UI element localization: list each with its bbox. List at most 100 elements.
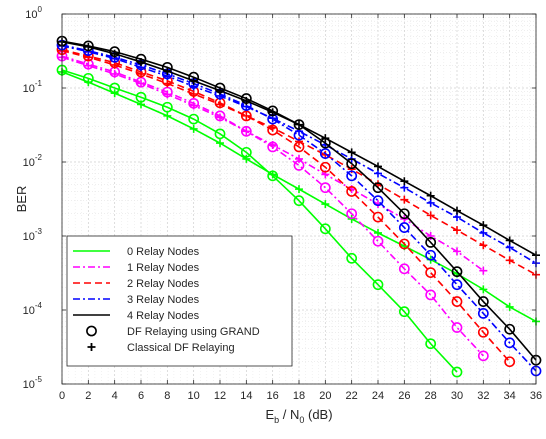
- classical-point: [505, 302, 514, 311]
- classical-point: [400, 177, 409, 186]
- classical-point: [505, 236, 514, 245]
- legend-label: 1 Relay Nodes: [127, 262, 200, 274]
- grand-point: [477, 350, 489, 362]
- grand-point: [293, 195, 305, 207]
- classical-point: [479, 266, 488, 275]
- grand-point: [451, 366, 463, 378]
- classical-point: [479, 285, 488, 294]
- grand-point: [346, 170, 358, 182]
- x-tick-label: 12: [214, 390, 226, 402]
- x-tick-label: 34: [504, 390, 516, 402]
- grand-point: [425, 249, 437, 261]
- grand-point: [240, 110, 252, 122]
- legend-label: 2 Relay Nodes: [127, 278, 200, 290]
- classical-point: [479, 221, 488, 230]
- x-tick-labels: 0 2 4 6 8 10 12 14 16 18 20 22 24 26 28 30 32 34 36: [59, 14, 542, 402]
- x-tick-label: 20: [319, 390, 331, 402]
- grand-point: [319, 148, 331, 159]
- y-tick-label: 10-1: [23, 79, 43, 95]
- grand-point: [82, 72, 94, 84]
- classical-point: [189, 124, 198, 133]
- grand-point: [398, 306, 410, 318]
- x-tick-label: 28: [425, 390, 437, 402]
- grand-point: [319, 182, 331, 194]
- classical-point: [321, 200, 330, 209]
- grand-point: [161, 61, 173, 73]
- grand-point: [109, 82, 121, 94]
- x-axis-label: Eb / N0 (dB): [265, 407, 332, 425]
- grand-point: [504, 356, 516, 368]
- grand-point: [425, 338, 437, 350]
- series-line-grand: [61, 55, 484, 357]
- grand-point: [425, 267, 437, 279]
- classical-point: [163, 111, 172, 120]
- series-line-grand: [61, 69, 458, 373]
- y-tick-label: 100: [25, 5, 42, 21]
- grand-point: [346, 186, 358, 197]
- grand-point: [188, 71, 200, 83]
- x-tick-label: 16: [267, 390, 279, 402]
- grand-point: [214, 110, 226, 122]
- x-tick-label: 2: [85, 390, 91, 402]
- grand-point: [372, 195, 384, 207]
- classical-point: [479, 241, 488, 250]
- x-tick-label: 36: [530, 390, 542, 402]
- grand-point: [451, 266, 463, 278]
- grand-point: [477, 296, 489, 307]
- grand-point: [425, 289, 437, 301]
- x-tick-label: 24: [372, 390, 384, 402]
- classical-point: [400, 195, 409, 204]
- legend: 0 Relay Nodes 1 Relay Nodes 2 Relay Nodes 3…: [66, 235, 293, 367]
- grand-point: [188, 97, 200, 109]
- grand-point: [372, 235, 384, 247]
- x-tick-label: 30: [451, 390, 463, 402]
- y-tick-label: 10-5: [23, 375, 43, 391]
- grand-point: [372, 182, 384, 194]
- legend-circle-marker: [86, 325, 97, 337]
- classical-point: [295, 185, 303, 194]
- legend-label: 4 Relay Nodes: [127, 310, 200, 322]
- grand-point: [372, 279, 384, 291]
- grand-point: [451, 279, 463, 291]
- grand-point: [398, 208, 410, 220]
- grand-point: [267, 105, 279, 117]
- grand-point: [319, 137, 331, 149]
- x-tick-label: 32: [477, 390, 489, 402]
- grand-point: [346, 252, 358, 264]
- classical-point: [453, 247, 461, 256]
- grand-point: [346, 208, 358, 220]
- grand-point: [214, 128, 226, 140]
- x-tick-label: 14: [240, 390, 252, 402]
- grand-point: [109, 46, 121, 58]
- grand-point: [214, 82, 226, 94]
- grand-point: [240, 146, 252, 158]
- x-tick-label: 26: [398, 390, 410, 402]
- grand-point: [267, 141, 279, 153]
- legend-marker-entry: Classical DF Relaying: [87, 342, 235, 354]
- grand-point: [188, 113, 200, 125]
- y-tick-label: 10-3: [23, 227, 43, 243]
- x-tick-label: 4: [112, 390, 118, 402]
- classical-point: [295, 154, 303, 163]
- classical-point: [453, 206, 461, 215]
- classical-point: [505, 256, 514, 265]
- classical-point: [426, 198, 435, 207]
- x-tick-label: 0: [59, 390, 65, 402]
- grand-point: [82, 40, 94, 52]
- grand-point: [293, 129, 305, 141]
- grand-point: [451, 296, 463, 307]
- grand-point: [267, 124, 279, 136]
- legend-entry: 1 Relay Nodes: [73, 262, 200, 274]
- grand-point: [425, 236, 437, 248]
- y-tick-label: 10-2: [23, 153, 43, 169]
- x-tick-label: 8: [164, 390, 170, 402]
- x-tick-label: 10: [188, 390, 200, 402]
- classical-point: [479, 228, 488, 237]
- grand-point: [346, 158, 358, 170]
- grand-point: [293, 119, 305, 131]
- classical-point: [374, 162, 382, 171]
- grand-point: [135, 91, 147, 103]
- grand-point: [477, 307, 489, 319]
- grand-point: [267, 170, 279, 182]
